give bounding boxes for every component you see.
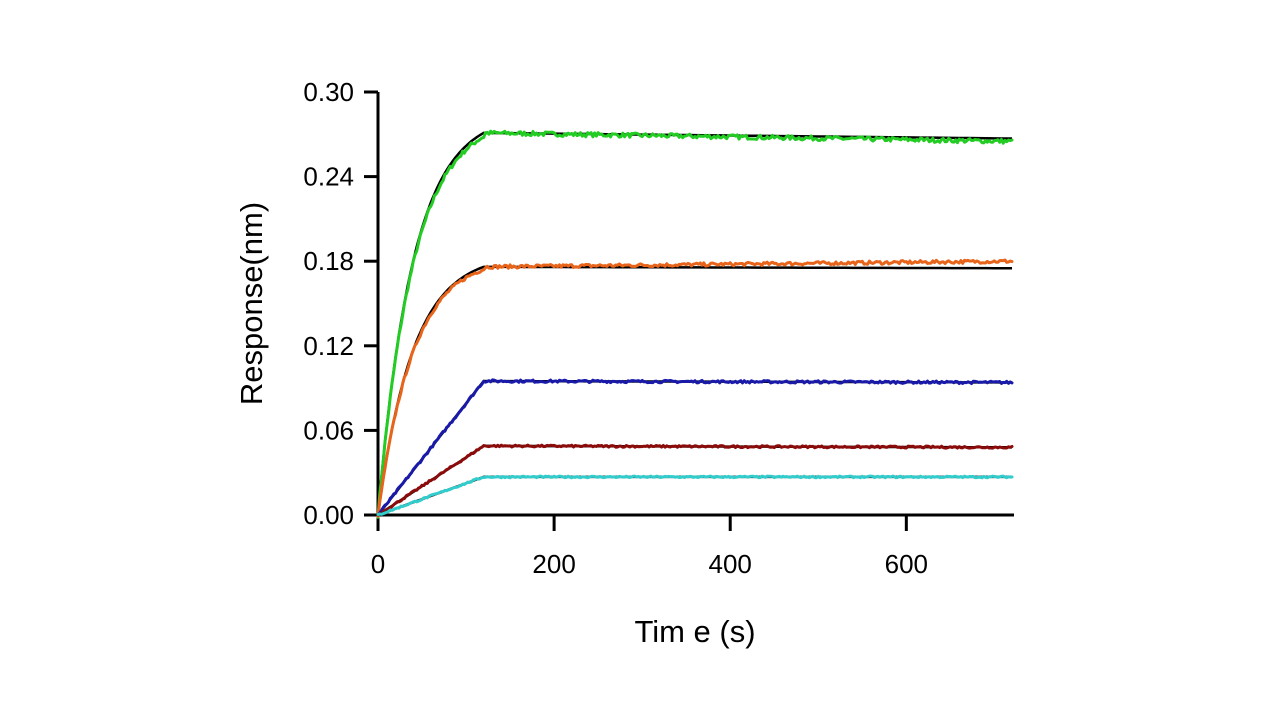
series-line	[376, 378, 1014, 517]
x-tick-label: 600	[885, 549, 928, 579]
x-tick-label: 0	[371, 549, 385, 579]
x-tick-label: 200	[532, 549, 575, 579]
y-tick-label: 0.18	[303, 246, 354, 276]
series-line	[376, 129, 1014, 519]
series-line	[376, 258, 1014, 518]
x-ticks: 0 200 400 600	[371, 515, 928, 579]
series-group	[376, 129, 1014, 519]
series-line	[376, 474, 1014, 517]
x-tick-label: 400	[709, 549, 752, 579]
y-tick-label: 0.06	[303, 415, 354, 445]
fit-line	[376, 131, 1013, 516]
x-axis-title: Tim e (s)	[634, 614, 755, 649]
series-line	[376, 443, 1014, 517]
y-tick-label: 0.00	[303, 500, 354, 530]
y-axis-title: Response(nm)	[234, 202, 269, 405]
y-tick-label: 0.24	[303, 162, 354, 192]
y-tick-label: 0.30	[303, 77, 354, 107]
y-tick-label: 0.12	[303, 331, 354, 361]
axes	[376, 92, 1014, 517]
y-ticks: 0.00 0.06 0.12 0.18 0.24 0.30	[303, 77, 378, 530]
fit-line	[377, 475, 1012, 517]
